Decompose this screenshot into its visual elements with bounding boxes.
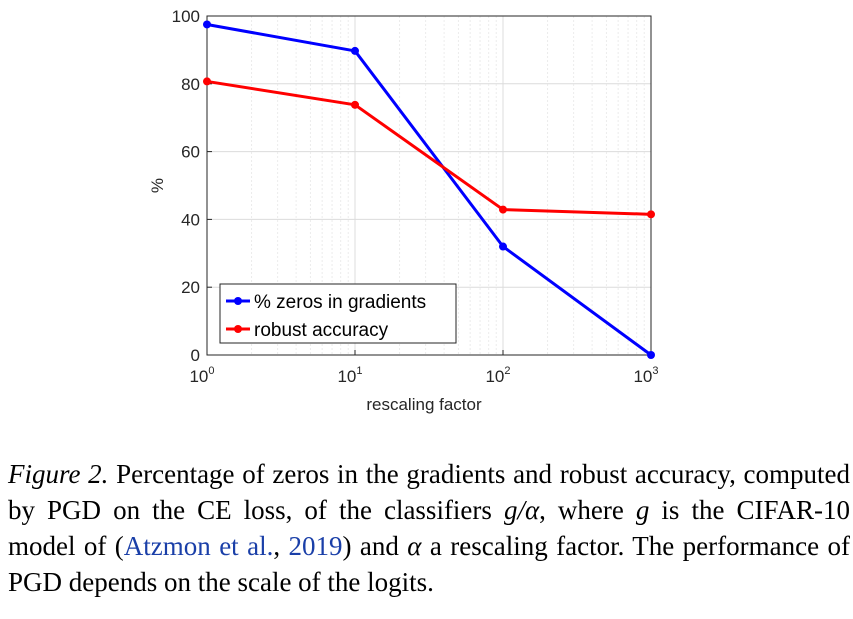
caption-text-4: ) and	[342, 531, 408, 561]
legend-label-0: % zeros in gradients	[254, 292, 426, 313]
y-tick-label: 40	[181, 210, 200, 229]
y-tick-label: 80	[181, 75, 200, 94]
caption-text-1: Percentage of zeros in the gradients and…	[8, 459, 850, 525]
series-0-point	[203, 20, 211, 29]
x-tick-label: 103	[633, 365, 658, 386]
series-1-point	[499, 205, 507, 214]
figure-caption: Figure 2. Percentage of zeros in the gra…	[8, 456, 850, 600]
caption-cite-sep: ,	[273, 531, 289, 561]
caption-math-g: g	[635, 495, 650, 525]
legend-marker-1	[234, 325, 242, 333]
x-axis-label: rescaling factor	[366, 395, 482, 414]
x-axis-ticks: 100 101 102 103	[189, 350, 659, 386]
legend: % zeros in gradients robust accuracy	[219, 283, 457, 344]
caption-math-alpha: α	[407, 531, 422, 561]
series-0-point	[351, 46, 359, 55]
legend-box	[219, 283, 457, 344]
x-tick-label: 100	[189, 365, 214, 386]
y-tick-label: 60	[181, 143, 200, 162]
caption-text-2: , where	[539, 495, 636, 525]
citation-year-link[interactable]: 2019	[288, 531, 343, 561]
x-tick-label: 102	[485, 365, 510, 386]
y-axis-label: %	[148, 178, 167, 193]
y-tick-label: 20	[181, 278, 200, 297]
series-0-point	[647, 351, 655, 359]
x-tick-label: 101	[337, 365, 362, 386]
citation-author-link[interactable]: Atzmon et al.	[123, 531, 274, 561]
series-1-point	[203, 77, 211, 86]
series-line-0	[206, 22, 652, 357]
series-1-point	[647, 210, 655, 219]
y-tick-label: 100	[172, 7, 200, 26]
y-axis-ticks: 0 20 40 60 80 100	[172, 7, 212, 365]
series-line-1	[206, 79, 652, 216]
series-1-point	[351, 100, 359, 109]
caption-math-g-over-alpha: g/α	[503, 495, 540, 525]
legend-label-1: robust accuracy	[254, 320, 389, 341]
series-0-point	[499, 242, 507, 251]
plot-area	[206, 15, 652, 356]
chart-series	[203, 20, 655, 359]
line-chart: 0 20 40 60 80 100 100 101 102 103 % rescaling fa…	[148, 7, 659, 414]
figure-label: Figure 2.	[8, 459, 109, 489]
caption-text-3: is the CIFAR-10 model of (	[8, 495, 850, 561]
caption-text-5: a rescaling factor. The performance of P…	[8, 531, 850, 597]
legend-marker-0	[234, 297, 242, 305]
y-tick-label: 0	[191, 346, 200, 365]
